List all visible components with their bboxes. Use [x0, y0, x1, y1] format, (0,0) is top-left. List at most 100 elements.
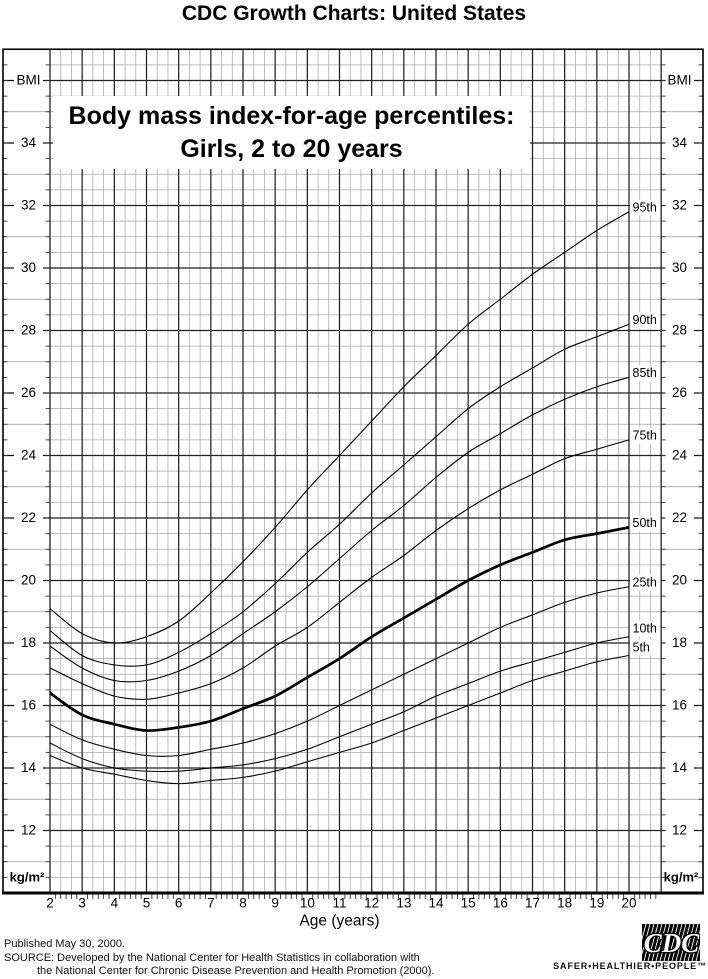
- x-tick-label: 14: [428, 896, 444, 911]
- grid-major-lines: [50, 49, 662, 893]
- y-axis-strips: 12 12 14 14 16 16 18 18 20 20 22 22 24 24 26 26 28 28 30 30…: [3, 72, 703, 886]
- y-label-bg-left: [14, 197, 43, 214]
- y-label-bg-left: [14, 635, 43, 651]
- x-tick-label: 4: [111, 896, 119, 911]
- y-axis-label-left: 12: [21, 823, 36, 838]
- y-axis-label-left: 26: [21, 385, 36, 400]
- curve-label-bg: [630, 365, 661, 382]
- curve-label-bg: [630, 199, 661, 216]
- x-tick-label: 15: [461, 896, 476, 911]
- curve-75th: [49, 439, 630, 700]
- y-unit-bg-left: [8, 869, 46, 886]
- page-title: CDC Growth Charts: United States: [181, 2, 527, 25]
- y-label-bg-left: [14, 822, 43, 839]
- y-label-bg-right: [665, 197, 694, 214]
- x-tick-label: 3: [78, 896, 86, 911]
- x-tick-label: 9: [271, 896, 279, 911]
- curve-label-5th: 5th: [633, 640, 650, 654]
- y-unit-bg-right: [663, 869, 701, 886]
- y-axis-label-right: 14: [672, 760, 688, 775]
- curve-label-75th: 75th: [633, 429, 657, 443]
- y-axis-label-left: BMI: [16, 73, 40, 88]
- y-axis-label-right: 34: [672, 135, 688, 150]
- curve-label-95th: 95th: [633, 201, 657, 215]
- x-tick-label: 10: [300, 896, 315, 911]
- x-tick-label: 13: [396, 896, 411, 911]
- x-tick-label: 5: [143, 896, 151, 911]
- y-label-bg-right: [665, 260, 694, 276]
- curve-label-bg: [630, 515, 661, 532]
- x-tick-label: 19: [589, 896, 604, 911]
- footer-source-line2: the National Center for Chronic Disease …: [37, 965, 435, 977]
- x-tick-label: 7: [207, 896, 215, 911]
- y-axis-unit-left: kg/m²: [10, 869, 45, 884]
- y-label-bg-right: [665, 635, 694, 651]
- y-label-bg-left: [14, 260, 43, 276]
- cdc-logo-icon: CDC: [635, 923, 707, 962]
- curve-5th: [49, 654, 630, 785]
- y-axis-label-right: 22: [672, 510, 687, 525]
- curve-label-bg: [630, 639, 661, 656]
- y-axis-label-left: 24: [21, 448, 37, 463]
- curve-90th: [49, 323, 630, 667]
- y-label-bg-right: [665, 572, 694, 589]
- y-axis-label-right: 28: [672, 323, 687, 338]
- y-axis-label-left: 32: [21, 198, 36, 213]
- curve-label-50th: 50th: [633, 516, 657, 530]
- x-tick-label: 12: [364, 896, 379, 911]
- curve-label-bg: [630, 620, 661, 637]
- y-label-bg-left: [14, 322, 43, 339]
- y-axis-label-right: 16: [672, 698, 687, 713]
- y-label-bg-left: [14, 135, 43, 151]
- y-label-bg-left: [14, 385, 43, 401]
- curve-label-10th: 10th: [633, 622, 657, 636]
- y-axis-label-right: BMI: [667, 73, 691, 88]
- y-axis-label-left: 22: [21, 510, 36, 525]
- y-axis-label-left: 30: [21, 260, 36, 275]
- y-axis-label-right: 30: [672, 260, 687, 275]
- cdc-logo: CDC: [635, 923, 707, 962]
- curve-label-25th: 25th: [633, 576, 657, 590]
- curve-label-bg: [630, 574, 661, 591]
- y-label-bg-right: [665, 385, 694, 401]
- curve-label-bg: [630, 427, 661, 444]
- x-tick-label: 16: [493, 896, 508, 911]
- grid-minor-lines: [50, 49, 662, 893]
- y-axis-label-left: 14: [21, 760, 37, 775]
- x-tick-label: 11: [332, 896, 346, 911]
- y-axis-label-right: 26: [672, 385, 687, 400]
- y-label-bg-left: [14, 572, 43, 589]
- y-label-bg-right: [665, 510, 694, 526]
- y-label-bg-right: [665, 322, 694, 339]
- x-tick-label: 8: [239, 896, 247, 911]
- y-axis-label-right: 32: [672, 198, 687, 213]
- y-axis-label-left: 34: [21, 135, 37, 150]
- y-label-bg-left: [14, 510, 43, 526]
- y-label-bg-right: [665, 447, 694, 464]
- y-axis-label-left: 18: [21, 635, 36, 650]
- x-tick-label: 18: [557, 896, 572, 911]
- y-axis-unit-right: kg/m²: [664, 869, 699, 884]
- chart-title-box: Body mass index-for-age percentiles: Gir…: [53, 96, 530, 169]
- x-tick-label: 20: [621, 896, 636, 911]
- curve-10th: [49, 636, 630, 773]
- y-label-bg-right: [665, 822, 694, 839]
- y-axis-label-left: 20: [21, 573, 36, 588]
- y-axis-label-right: 18: [672, 635, 687, 650]
- chart-frame: [2, 48, 704, 895]
- footer-source-line1: SOURCE: Developed by the National Center…: [4, 951, 420, 964]
- curve-label-bg: [630, 312, 661, 329]
- y-label-bg-left: [14, 760, 43, 776]
- curve-85th: [49, 376, 630, 683]
- y-axis-ticks: [3, 64, 703, 878]
- y-label-bg-right: [665, 760, 694, 776]
- y-label-bg-left: [14, 447, 43, 464]
- footer-published: Published May 30, 2000.: [4, 938, 126, 950]
- y-axis-label-right: 20: [672, 573, 687, 588]
- chart-title-line1: Body mass index-for-age percentiles:: [68, 101, 515, 130]
- footer: Published May 30, 2000. SOURCE: Develope…: [4, 938, 434, 979]
- cdc-tagline: SAFER•HEALTHIER•PEOPLE™: [553, 961, 707, 971]
- curve-25th: [49, 586, 630, 757]
